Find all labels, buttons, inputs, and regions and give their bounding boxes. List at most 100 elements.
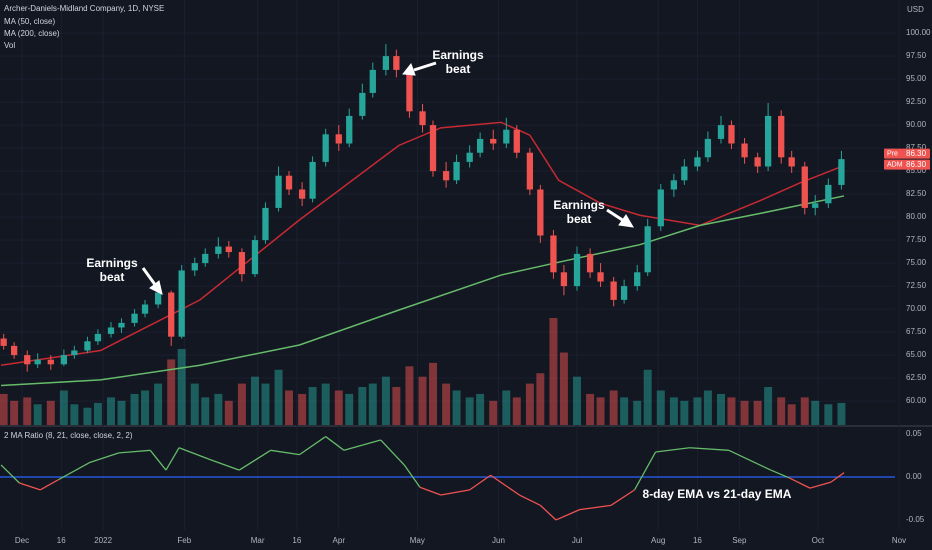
ratio-segment	[634, 451, 657, 491]
candle-body	[764, 115, 772, 167]
volume-bar	[167, 359, 176, 425]
candle-body	[335, 134, 342, 144]
x-tick-label: Apr	[333, 536, 346, 545]
ratio-segment	[343, 439, 381, 451]
y-tick-label: 0.00	[906, 472, 922, 481]
ratio-segment	[689, 447, 729, 451]
ratio-segment	[610, 489, 635, 506]
x-tick-label: Sep	[732, 536, 747, 545]
volume-bar	[298, 393, 307, 425]
candle-body	[644, 226, 651, 273]
y-tick-label: 100.00	[906, 28, 931, 37]
ratio-segment	[809, 481, 832, 489]
volume-bar	[141, 390, 150, 425]
volume-bar	[525, 383, 534, 425]
ratio-segment	[440, 489, 470, 496]
candle-body	[71, 350, 78, 356]
volume-bar	[190, 383, 199, 425]
volume-bar	[489, 400, 498, 425]
volume-bar	[764, 387, 773, 425]
y-tick-label: 77.50	[906, 235, 927, 244]
volume-bar	[609, 390, 618, 425]
price-tag	[884, 148, 930, 159]
volume-bar	[559, 352, 568, 425]
currency: USD	[907, 5, 924, 14]
candle-body	[778, 115, 785, 158]
candle-body	[442, 171, 450, 181]
ratio-segment	[555, 509, 580, 521]
candle-body	[586, 253, 594, 273]
candle-body	[573, 253, 581, 287]
candle-body	[285, 175, 293, 190]
ratio-segment	[519, 494, 541, 506]
volume-bar	[70, 404, 79, 425]
candle-body	[429, 125, 437, 172]
candle-body	[154, 292, 162, 305]
volume-bar	[824, 404, 833, 425]
volume-bar	[83, 407, 92, 425]
ma-line	[1, 195, 845, 387]
volume-bar	[251, 376, 259, 425]
volume-bar	[429, 362, 437, 425]
y-tick-label: 72.50	[906, 281, 927, 290]
price-tag-label: Pre	[887, 150, 898, 157]
volume-bar	[787, 404, 796, 425]
candle-body	[309, 161, 316, 199]
y-tick-label: 92.50	[906, 97, 927, 106]
volume-bar	[465, 397, 474, 425]
ratio-segment	[655, 447, 690, 453]
ratio-segment	[39, 478, 59, 491]
x-tick-label: Jun	[492, 536, 505, 545]
volume-bar	[224, 400, 233, 425]
volume	[0, 318, 846, 425]
volume-bar	[117, 400, 126, 425]
candle-body	[801, 166, 808, 208]
volume-bar	[811, 400, 820, 425]
volume-bar	[321, 383, 330, 425]
x-tick-label: Aug	[651, 536, 665, 545]
volume-bar	[10, 400, 19, 425]
candle-body	[168, 292, 175, 337]
ratio-segment	[299, 436, 327, 456]
volume-bar	[717, 393, 725, 425]
ratio-segment	[403, 464, 421, 488]
candle-body	[728, 125, 735, 144]
arrow	[413, 61, 437, 72]
volume-bar	[274, 369, 283, 425]
ratio-segment	[539, 504, 557, 521]
candle-body	[34, 359, 41, 365]
candle-body	[620, 286, 628, 300]
candle-body	[788, 157, 795, 167]
price-tag	[884, 159, 930, 170]
volume-bar	[334, 390, 343, 425]
candle-body	[94, 333, 102, 342]
annotation: Earnings beat	[553, 198, 605, 226]
candle-body	[741, 143, 748, 158]
candle-body	[251, 240, 259, 275]
candle-body	[503, 129, 510, 144]
volume-bar	[620, 397, 629, 425]
x-tick-label: 16	[693, 536, 702, 545]
candle-body	[681, 166, 688, 181]
volume-bar	[285, 390, 294, 425]
candle-body	[84, 341, 91, 351]
volume-bar	[177, 349, 186, 425]
candle-body	[141, 304, 149, 314]
y-tick-label: -0.05	[906, 515, 925, 524]
candle-body	[0, 338, 7, 346]
volume-bar	[237, 383, 246, 425]
volume-bar	[33, 404, 42, 425]
candle-body	[24, 355, 31, 365]
candle-body	[298, 189, 306, 199]
arrow	[141, 267, 158, 287]
ratio-segment	[178, 447, 211, 461]
legend-entry: MA (50, close)	[4, 17, 55, 26]
volume-bar	[392, 387, 401, 425]
price-tag-label: ADM	[887, 161, 903, 168]
volume-bar	[418, 376, 427, 425]
volume-bar	[633, 400, 642, 425]
volume-bar	[358, 387, 367, 425]
candle-body	[322, 134, 329, 162]
